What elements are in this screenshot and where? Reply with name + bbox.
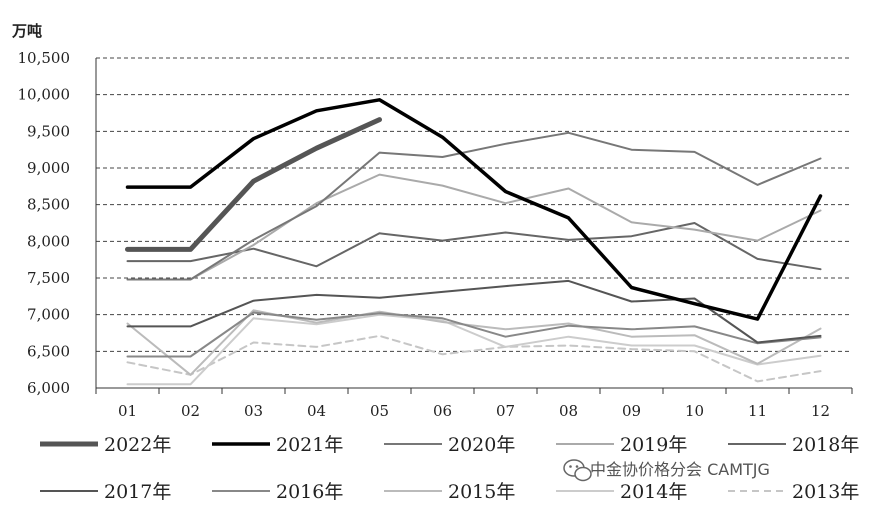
y-tick-label: 7,000 <box>27 306 70 324</box>
legend-item: 2019年 <box>556 434 687 456</box>
legend-item: 2022年 <box>40 434 171 456</box>
legend-item: 2014年 <box>556 481 687 503</box>
legend-label: 2020年 <box>448 434 515 456</box>
x-tick-label: 02 <box>181 402 200 420</box>
x-tick-label: 06 <box>433 402 452 420</box>
watermark: 中金协价格分会 CAMTJG <box>563 459 770 482</box>
y-tick-label: 10,500 <box>18 49 71 67</box>
series-line-2022年 <box>125 117 382 252</box>
legend-label: 2017年 <box>104 481 171 503</box>
legend-label: 2016年 <box>276 481 343 503</box>
legend-item: 2020年 <box>384 434 515 456</box>
y-tick-label: 8,500 <box>27 196 70 214</box>
x-tick-label: 04 <box>307 402 326 420</box>
series-line-2020年 <box>126 131 822 281</box>
legend-label: 2019年 <box>620 434 687 456</box>
x-axis-ticks: 01 02 03 04 05 06 07 08 09 10 11 12 <box>95 388 853 420</box>
y-axis-ticks: 6,000 6,500 7,000 7,500 8,000 8,500 9,000 9,500… <box>18 49 71 397</box>
x-tick-label: 01 <box>118 402 137 420</box>
legend-item: 2017年 <box>40 481 171 503</box>
x-tick-label: 09 <box>622 402 641 420</box>
y-tick-label: 6,500 <box>27 342 70 360</box>
legend-item: 2021年 <box>212 434 343 456</box>
legend-label: 2013年 <box>792 481 859 503</box>
series-line-2019年 <box>126 173 822 281</box>
y-tick-label: 7,500 <box>27 269 70 287</box>
watermark-text: 中金协价格分会 CAMTJG <box>590 460 770 479</box>
y-tick-label: 8,000 <box>27 232 70 250</box>
legend-label: 2015年 <box>448 481 515 503</box>
y-tick-label: 10,000 <box>18 86 71 104</box>
x-tick-label: 11 <box>748 402 767 420</box>
gridlines <box>96 57 852 352</box>
series-line-2018年 <box>126 222 822 271</box>
legend-label: 2021年 <box>276 434 343 456</box>
y-tick-label: 9,500 <box>27 122 70 140</box>
x-tick-label: 03 <box>244 402 263 420</box>
legend-label: 2014年 <box>620 481 687 503</box>
legend-item: 2013年 <box>728 481 859 503</box>
y-tick-label: 6,000 <box>27 379 70 397</box>
series-line-2013年 <box>126 334 822 383</box>
legend-item: 2016年 <box>212 481 343 503</box>
series-line-2014年 <box>126 313 822 386</box>
wechat-icon <box>563 459 592 482</box>
x-tick-label: 10 <box>685 402 704 420</box>
legend-item: 2018年 <box>728 434 859 456</box>
x-tick-label: 08 <box>559 402 578 420</box>
x-tick-label: 07 <box>496 402 515 420</box>
x-tick-label: 05 <box>370 402 389 420</box>
series-lines <box>125 98 823 386</box>
y-axis-unit-label: 万吨 <box>11 22 42 40</box>
y-tick-label: 9,000 <box>27 159 70 177</box>
legend: 2022年 2021年 2020年 2019年 2018年 2017年 2016年 2015年… <box>40 434 859 503</box>
legend-item: 2015年 <box>384 481 515 503</box>
x-tick-label: 12 <box>811 402 830 420</box>
series-line-2021年 <box>125 98 823 321</box>
legend-label: 2022年 <box>104 434 171 456</box>
series-line-2016年 <box>126 311 822 358</box>
legend-label: 2018年 <box>792 434 859 456</box>
